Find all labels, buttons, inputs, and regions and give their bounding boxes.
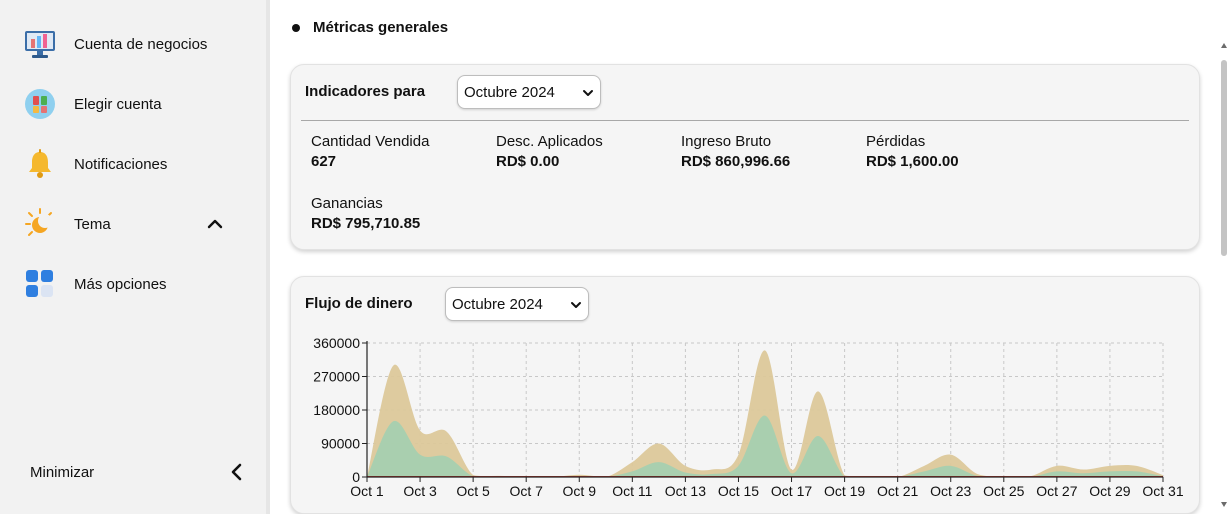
x-tick-label: Oct 11 [612,483,652,499]
x-tick-label: Oct 29 [1089,483,1130,499]
chevron-down-icon [571,302,581,308]
metric-label: Cantidad Vendida [311,133,430,150]
x-tick-label: Oct 21 [877,483,918,499]
sidebar-item-label: Elegir cuenta [74,95,162,113]
cashflow-title: Flujo de dinero [305,295,413,312]
section-title-text: Métricas generales [313,19,449,36]
x-tick-label: Oct 9 [563,483,597,499]
x-tick-label: Oct 17 [771,483,812,499]
minimize-button[interactable]: Minimizar [0,448,266,498]
chevron-left-icon[interactable] [228,462,246,482]
scroll-up-icon[interactable] [1220,42,1228,50]
y-tick-label: 270000 [313,369,360,385]
x-tick-label: Oct 23 [930,483,971,499]
y-tick-label: 360000 [313,335,360,351]
x-tick-label: Oct 31 [1142,483,1183,499]
cashflow-chart: 0 90000 180000 270000 360000 Oct 1 Oct 3 Oct 5 O… [313,335,1184,499]
sidebar-divider [266,0,270,514]
x-tick-label: Oct 15 [718,483,759,499]
choose-account-icon [24,88,56,120]
bullet-icon [292,23,300,32]
metric-value: 627 [311,153,337,170]
grid-options-icon [24,268,56,300]
bell-icon [24,148,56,180]
metric-label: Ingreso Bruto [681,133,772,150]
indicators-card: Indicadores para Octubre 2024 Cantidad V… [290,64,1200,250]
x-tick-label: Oct 27 [1036,483,1077,499]
indicators-month-select[interactable]: Octubre 2024 [457,75,601,109]
minimize-label: Minimizar [30,464,95,481]
sidebar: Cuenta de negocios Elegir cuenta Notific… [0,0,266,514]
metric-value: RD$ 1,600.00 [866,153,959,170]
indicators-title: Indicadores para [305,83,426,100]
sidebar-item-label: Notificaciones [74,155,168,173]
theme-sun-moon-icon [24,208,56,240]
x-tick-label: Oct 25 [983,483,1024,499]
metric-value: RD$ 860,996.66 [681,153,791,170]
x-tick-label: Oct 13 [665,483,706,499]
metric-quantity-sold: Cantidad Vendida 627 [311,133,429,170]
cashflow-month-value: Octubre 2024 [452,295,543,313]
x-tick-label: Oct 1 [350,483,384,499]
metric-label: Desc. Aplicados [496,133,603,150]
sidebar-item-business-account[interactable]: Cuenta de negocios [0,19,266,69]
scroll-thumb[interactable] [1221,60,1227,256]
x-tick-label: Oct 5 [456,483,490,499]
metric-value: RD$ 795,710.85 [311,215,421,232]
sidebar-item-label: Cuenta de negocios [74,35,208,53]
metric-losses: Pérdidas RD$ 1,600.00 [866,133,959,170]
chevron-up-icon[interactable] [206,215,224,233]
indicators-month-value: Octubre 2024 [464,83,555,101]
business-account-icon [24,28,56,60]
y-tick-label: 180000 [313,402,360,418]
scrollbar[interactable] [1216,0,1232,514]
section-title: Métricas generales [292,19,448,36]
metric-label: Ganancias [311,195,383,212]
x-tick-label: Oct 3 [403,483,437,499]
main-content: Métricas generales Indicadores para Octu… [270,0,1216,514]
metric-profit: Ganancias RD$ 795,710.85 [311,195,420,232]
y-tick-label: 0 [352,469,360,485]
cashflow-card: Flujo de dinero Octubre 2024 0 90000 18000… [290,276,1200,514]
sidebar-item-more-options[interactable]: Más opciones [0,259,266,309]
scroll-down-icon[interactable] [1220,500,1228,508]
sidebar-item-choose-account[interactable]: Elegir cuenta [0,79,266,129]
metric-label: Pérdidas [866,133,926,150]
chevron-down-icon [583,90,593,96]
cashflow-month-select[interactable]: Octubre 2024 [445,287,589,321]
sidebar-item-label: Tema [74,215,111,233]
sidebar-item-notifications[interactable]: Notificaciones [0,139,266,189]
series-income-area [367,350,1163,477]
sidebar-item-theme[interactable]: Tema [0,199,266,249]
y-tick-label: 90000 [321,436,360,452]
series-profit-area [367,415,1163,477]
metric-discounts: Desc. Aplicados RD$ 0.00 [496,133,603,170]
x-tick-label: Oct 7 [509,483,543,499]
metric-gross-income: Ingreso Bruto RD$ 860,996.66 [681,133,790,170]
sidebar-item-label: Más opciones [74,275,167,293]
indicators-divider [301,120,1189,121]
x-tick-label: Oct 19 [824,483,865,499]
metric-value: RD$ 0.00 [496,153,560,170]
